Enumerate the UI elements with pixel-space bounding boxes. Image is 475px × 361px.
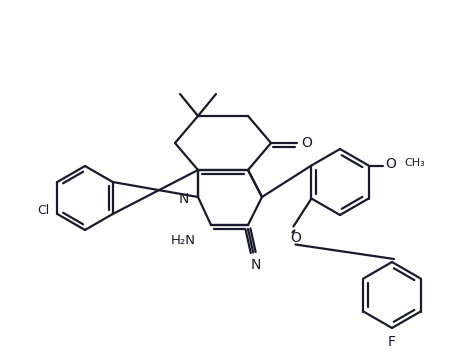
Text: CH₃: CH₃ (405, 158, 425, 169)
Text: N: N (251, 257, 261, 271)
Text: O: O (290, 231, 301, 245)
Text: Cl: Cl (37, 204, 49, 217)
Text: H₂N: H₂N (171, 235, 196, 248)
Text: F: F (388, 335, 396, 349)
Text: N: N (179, 192, 189, 206)
Text: O: O (385, 157, 396, 171)
Text: O: O (302, 136, 313, 150)
